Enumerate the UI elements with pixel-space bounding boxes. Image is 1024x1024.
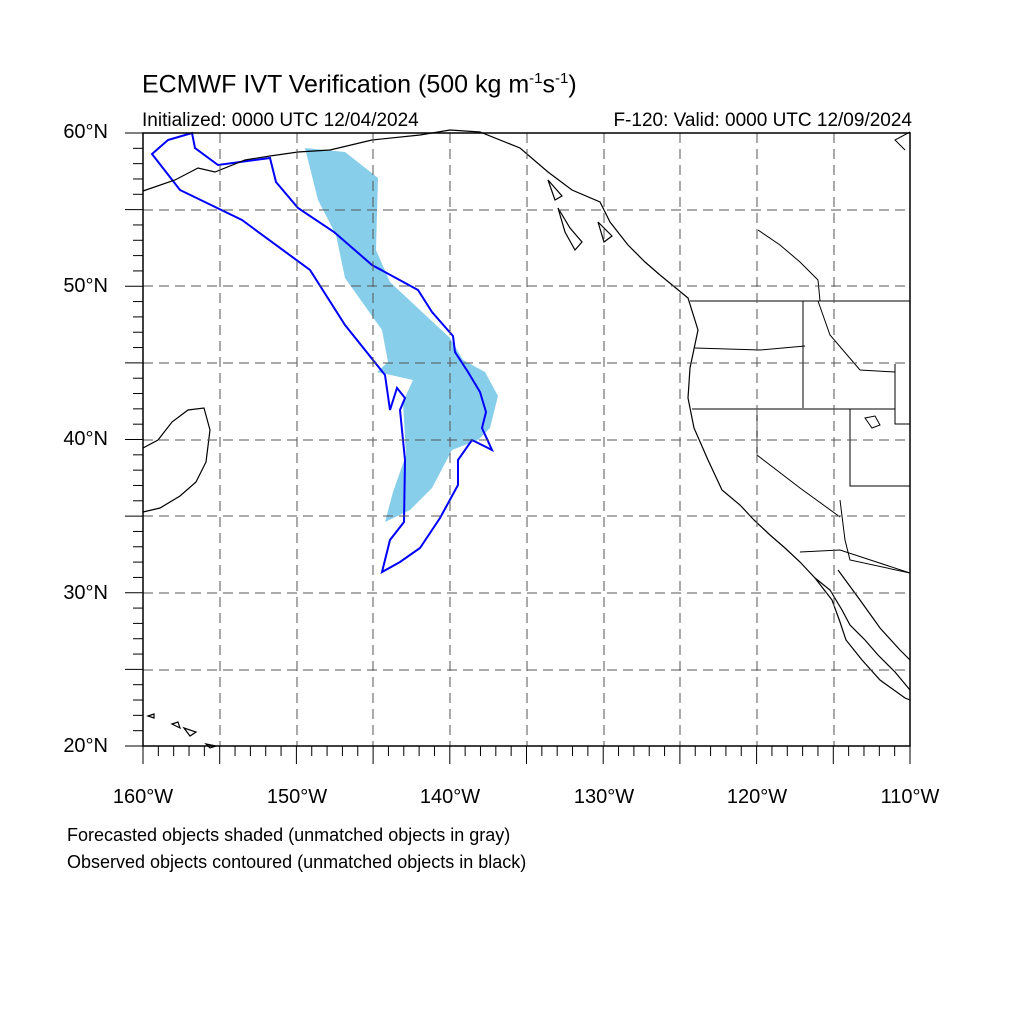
alaska-islands	[547, 179, 613, 252]
axis-ticks	[125, 132, 911, 764]
lon-label-140w: 140°W	[419, 786, 481, 808]
lat-label-60: 60°N	[63, 121, 108, 143]
alberta-border	[894, 131, 911, 151]
washington-oregon-border	[694, 345, 806, 351]
arizona-border	[839, 499, 911, 574]
initialized-time: Initialized: 0000 UTC 12/04/2024	[142, 110, 419, 131]
nevada-border	[756, 409, 841, 518]
chart-title: ECMWF IVT Verification (500 kg m-1s-1)	[142, 70, 577, 99]
lat-label-50: 50°N	[63, 275, 108, 297]
lon-label-110w: 110°W	[880, 786, 940, 808]
baja-peninsula	[814, 577, 911, 691]
bc-alberta-border	[757, 229, 821, 302]
lon-label-150w: 150°W	[266, 786, 328, 808]
mexico-border	[799, 549, 911, 574]
utah-border	[849, 409, 910, 487]
observed-legend-note: Observed objects contoured (unmatched ob…	[67, 852, 527, 872]
borders	[690, 131, 911, 574]
forecast-object	[305, 148, 498, 522]
valid-time: F-120: Valid: 0000 UTC 12/09/2024	[613, 110, 912, 131]
lat-label-40: 40°N	[63, 428, 108, 450]
lat-label-20: 20°N	[63, 735, 108, 757]
alaska-coast	[142, 129, 661, 276]
asia-coast	[142, 407, 211, 513]
lon-label-160w: 160°W	[112, 786, 174, 808]
west-coast	[659, 274, 911, 701]
lon-label-130w: 130°W	[573, 786, 635, 808]
lat-label-30: 30°N	[63, 582, 108, 604]
forecast-legend-note: Forecasted objects shaded (unmatched obj…	[67, 825, 511, 845]
great-salt-lake	[864, 415, 881, 429]
gridlines	[143, 133, 910, 746]
hawaii-islands	[146, 713, 219, 749]
lon-label-120w: 120°W	[726, 786, 788, 808]
montana-border	[817, 300, 896, 373]
wyoming-border	[894, 364, 910, 425]
gulf-of-california	[837, 569, 911, 661]
observed-object-contour	[150, 131, 495, 574]
